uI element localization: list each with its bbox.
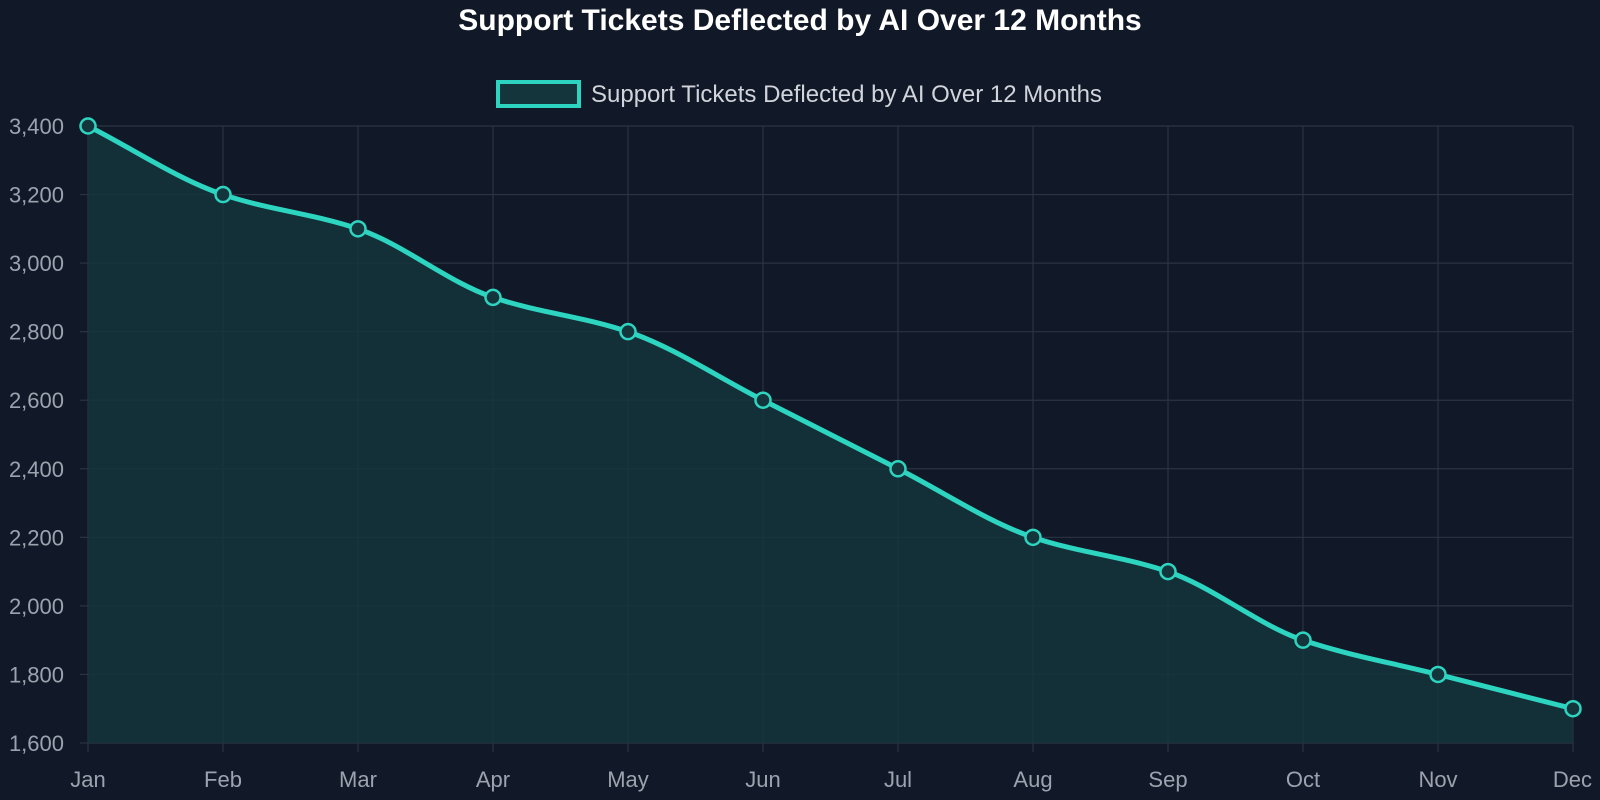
data-points [79, 117, 1582, 718]
legend-swatch [496, 80, 581, 108]
data-point-feb[interactable] [214, 185, 232, 204]
data-point-jun[interactable] [754, 391, 772, 409]
x-tick-label: Sep [1148, 767, 1187, 792]
x-tick-label: Oct [1286, 767, 1320, 792]
legend-label: Support Tickets Deflected by AI Over 12 … [591, 81, 1102, 108]
y-axis-ticks: 1,600 1,800 2,000 2,200 2,400 2,600 2,800 3,000… [9, 114, 64, 756]
data-point-mar[interactable] [349, 220, 367, 238]
x-tick-label: Mar [339, 767, 377, 792]
y-tick-label: 3,000 [9, 251, 64, 276]
data-point-apr[interactable] [484, 288, 502, 307]
x-tick-label: Dec [1553, 767, 1592, 792]
y-tick-label: 2,600 [9, 388, 64, 413]
x-tick-label: Aug [1013, 767, 1052, 792]
x-tick-label: Jul [884, 767, 912, 792]
y-tick-label: 3,400 [9, 114, 64, 139]
x-tick-label: Feb [204, 767, 242, 792]
x-tick-label: Jun [745, 767, 780, 792]
x-tick-label: May [607, 767, 649, 792]
chart-title: Support Tickets Deflected by AI Over 12 … [458, 4, 1142, 37]
y-tick-label: 1,600 [9, 731, 64, 756]
data-point-dec[interactable] [1564, 699, 1582, 718]
y-tick-label: 2,400 [9, 457, 64, 482]
legend[interactable]: Support Tickets Deflected by AI Over 12 … [496, 80, 1102, 108]
x-tick-label: Apr [476, 767, 510, 792]
y-tick-label: 1,800 [9, 662, 64, 687]
data-point-aug[interactable] [1024, 528, 1042, 547]
x-tick-label: Jan [70, 767, 105, 792]
data-point-oct[interactable] [1294, 631, 1312, 649]
y-tick-label: 2,200 [9, 525, 64, 550]
y-tick-label: 2,000 [9, 594, 64, 619]
data-point-nov[interactable] [1429, 665, 1447, 684]
x-tick-label: Nov [1418, 767, 1457, 792]
y-tick-label: 2,800 [9, 320, 64, 345]
data-point-jul[interactable] [889, 460, 907, 478]
data-point-may[interactable] [619, 322, 637, 341]
y-tick-label: 3,200 [9, 183, 64, 208]
data-point-sep[interactable] [1159, 562, 1177, 581]
x-axis-ticks: Jan Feb Mar Apr May Jun Jul Aug Sep Oct Nov Dec [70, 767, 1592, 792]
data-point-jan[interactable] [79, 117, 97, 135]
